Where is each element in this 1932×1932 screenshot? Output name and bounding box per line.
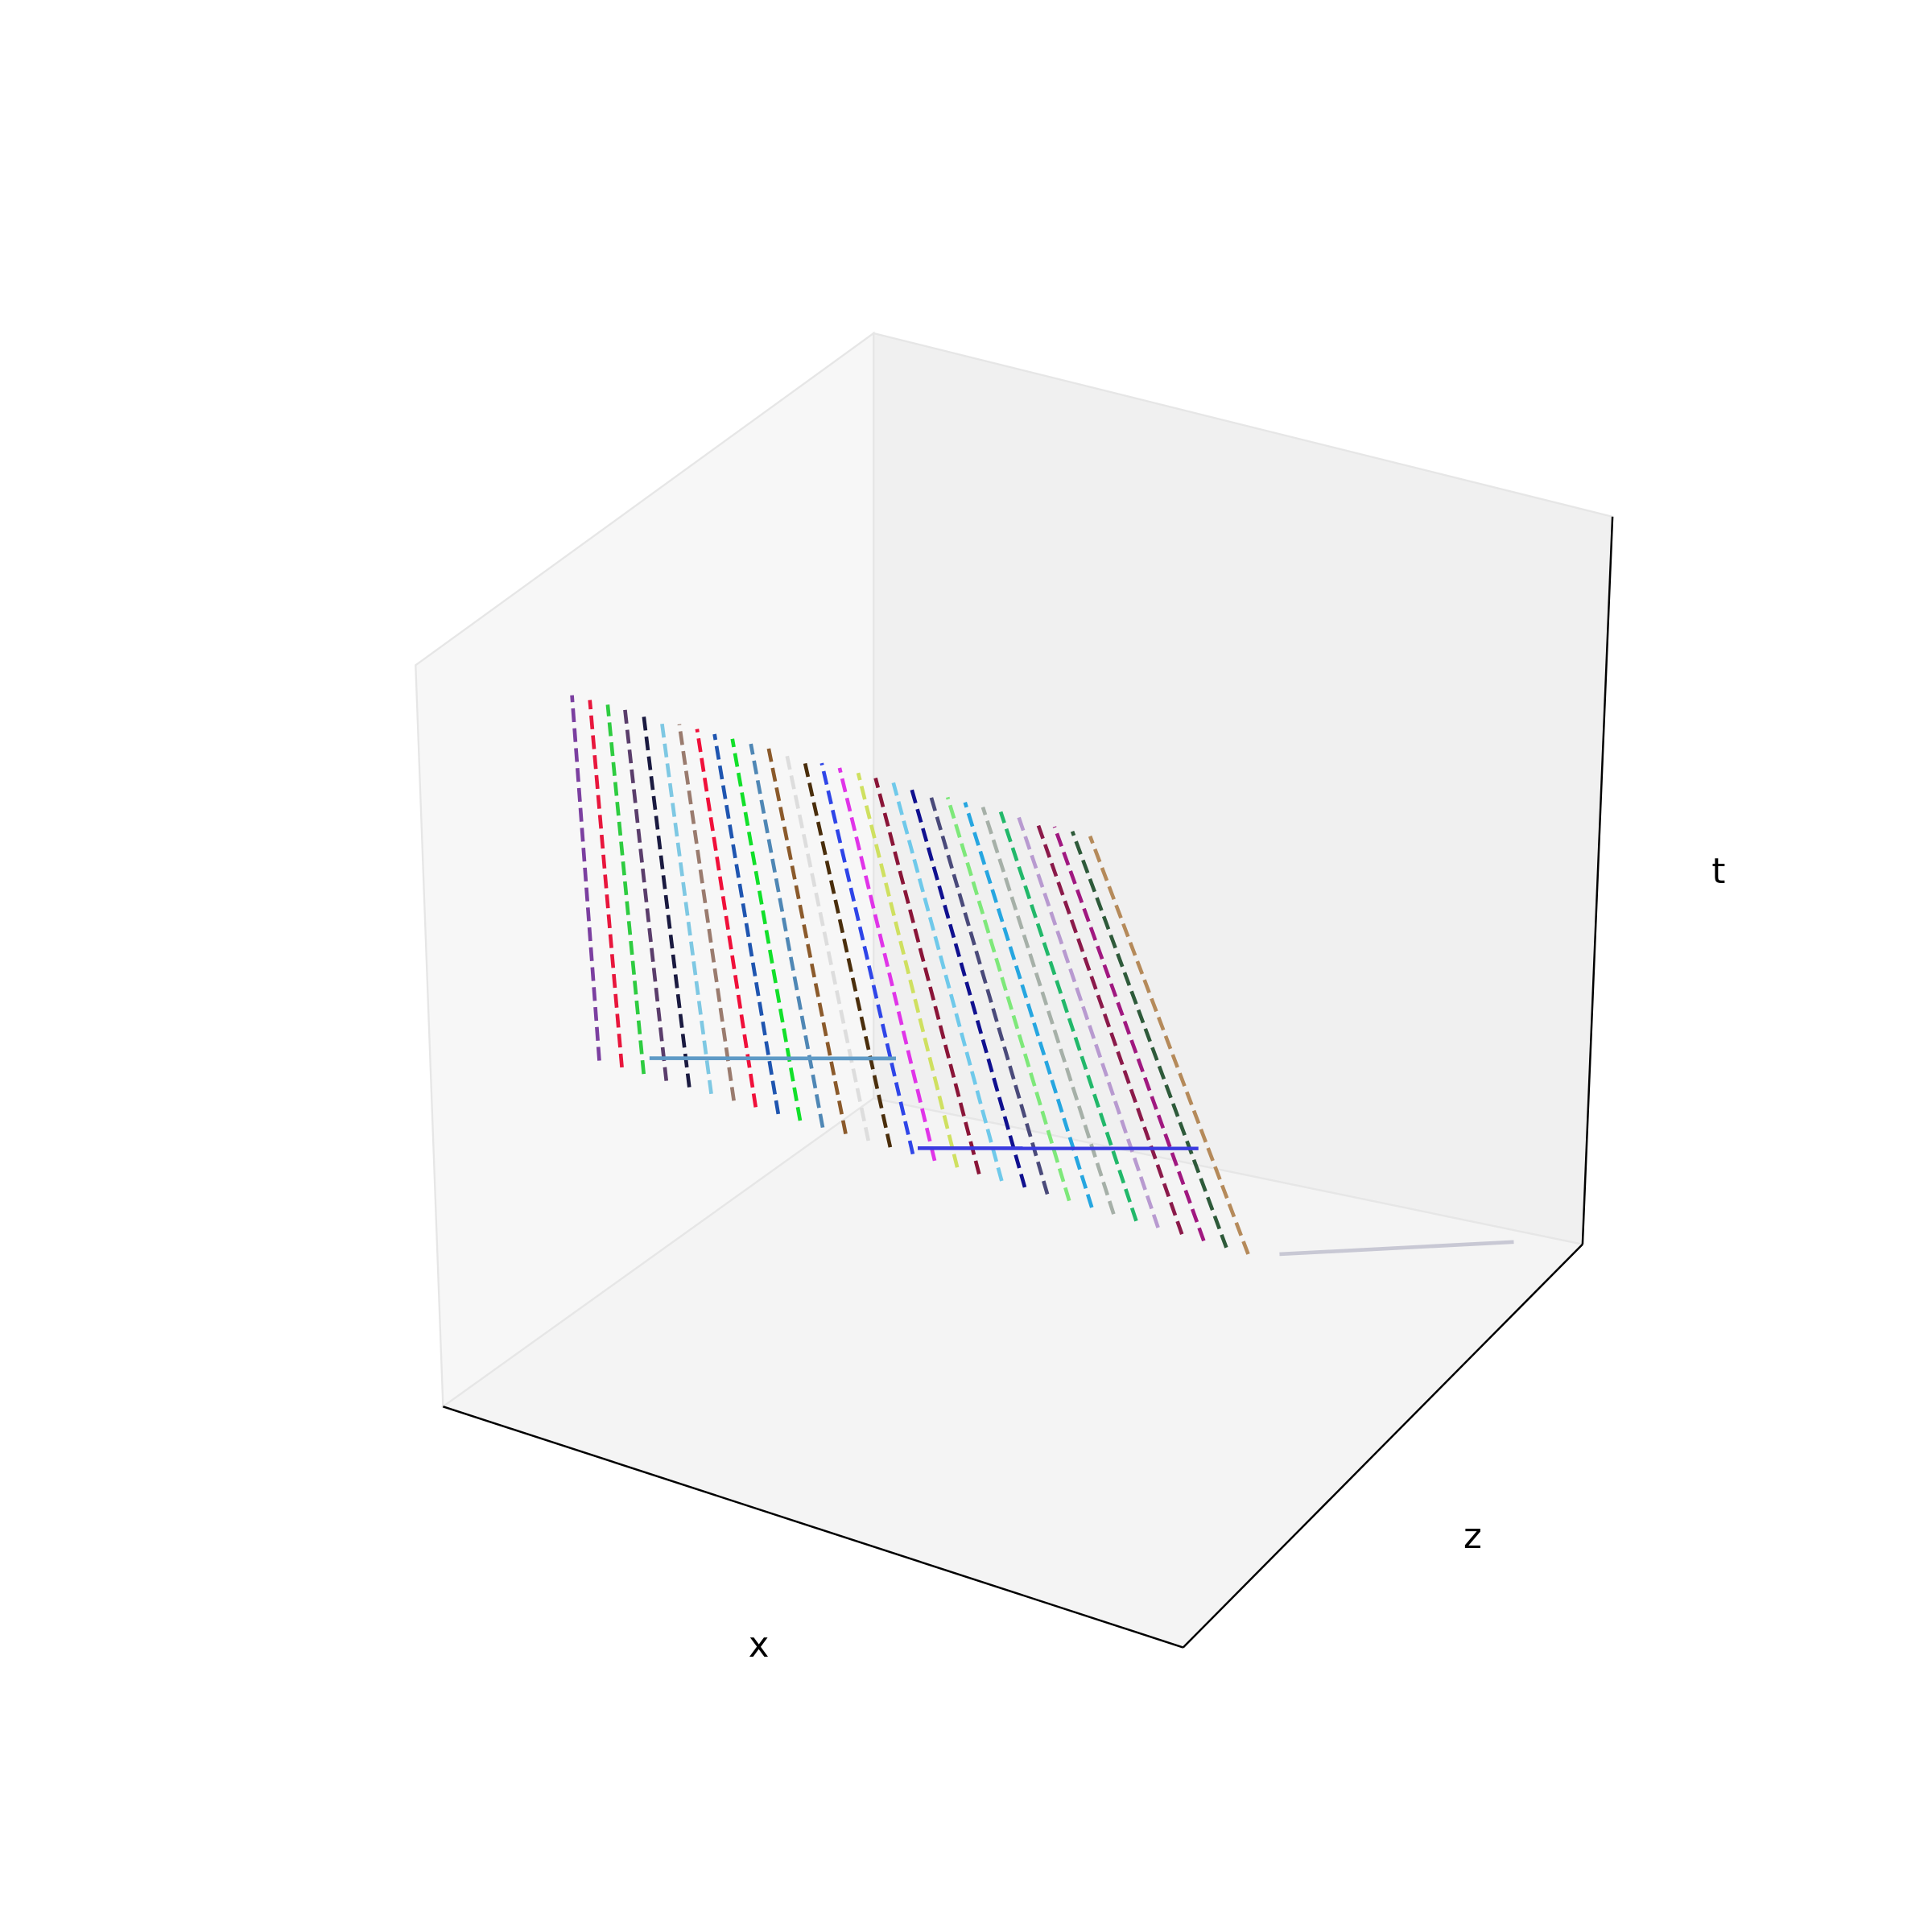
line [784, 753, 871, 1141]
line [1279, 1240, 1514, 1257]
line [891, 782, 1004, 1182]
t-axis [1581, 516, 1614, 1245]
z-axis [1182, 1243, 1583, 1649]
lines [570, 695, 1514, 1257]
line [677, 724, 736, 1101]
line [642, 714, 691, 1088]
line [588, 700, 624, 1068]
line [605, 704, 646, 1075]
t-axis-label: t [1711, 852, 1725, 892]
line [1088, 835, 1250, 1255]
line [856, 772, 960, 1168]
line [1070, 831, 1228, 1249]
line [766, 748, 848, 1134]
line [659, 719, 713, 1095]
line [570, 695, 601, 1061]
line [1035, 820, 1184, 1235]
line [873, 777, 981, 1175]
line [712, 733, 781, 1115]
line [837, 767, 937, 1162]
back-pane [873, 332, 1614, 1246]
line [623, 709, 669, 1081]
line [802, 758, 893, 1148]
line [909, 786, 1027, 1188]
line [819, 762, 915, 1155]
line [945, 796, 1071, 1202]
line [963, 802, 1094, 1208]
x-axis-label: x [749, 1625, 770, 1666]
line [695, 729, 758, 1108]
line [749, 743, 825, 1129]
line [927, 791, 1050, 1195]
line [998, 811, 1138, 1222]
line [1052, 826, 1206, 1242]
z-axis-label: z [1463, 1517, 1482, 1557]
x-axis [443, 1406, 1184, 1649]
line [1017, 815, 1160, 1228]
line [980, 806, 1116, 1215]
